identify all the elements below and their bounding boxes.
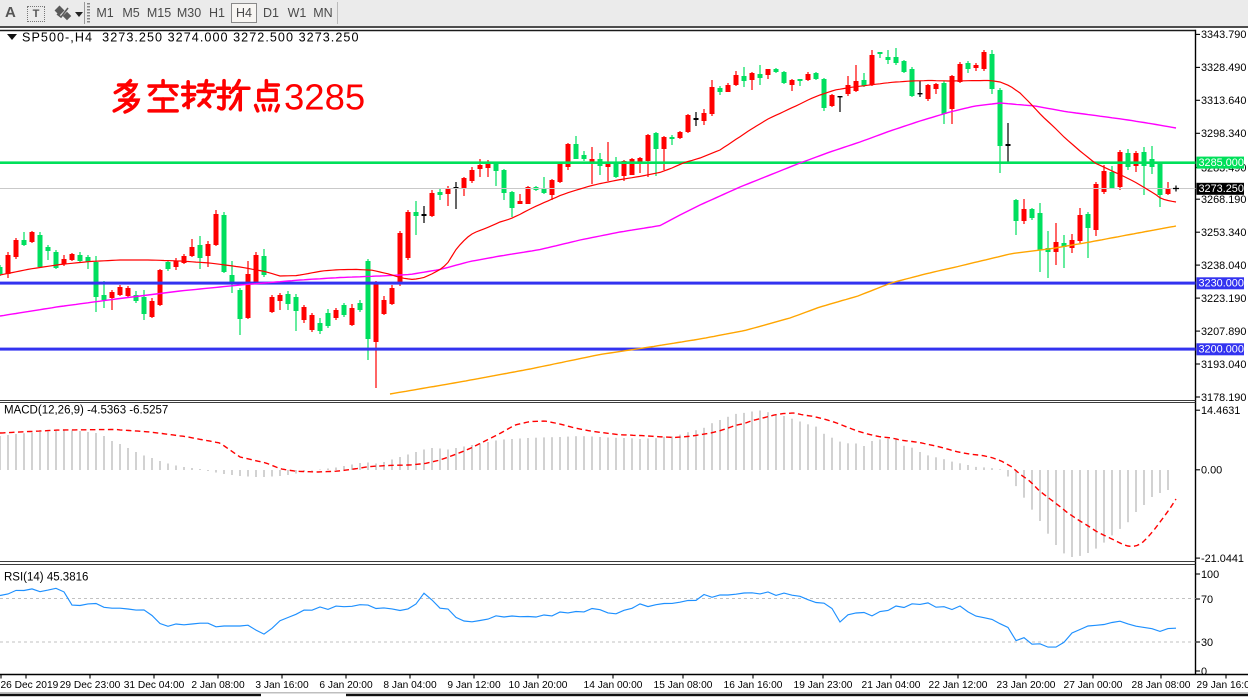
- svg-text:8 Jan 04:00: 8 Jan 04:00: [383, 680, 437, 691]
- svg-text:SP500-,H4 3273.250 3274.000 3: SP500-,H4 3273.250 3274.000 3272.500 327…: [22, 31, 360, 45]
- svg-text:-21.0441: -21.0441: [1201, 553, 1244, 565]
- svg-text:3178.190: 3178.190: [1201, 392, 1246, 404]
- svg-text:21 Jan 04:00: 21 Jan 04:00: [862, 680, 921, 691]
- svg-text:2 Jan 08:00: 2 Jan 08:00: [191, 680, 245, 691]
- svg-text:3230.000: 3230.000: [1199, 278, 1244, 290]
- svg-text:3328.490: 3328.490: [1201, 62, 1246, 74]
- svg-text:6 Jan 20:00: 6 Jan 20:00: [319, 680, 373, 691]
- svg-text:100: 100: [1201, 569, 1219, 581]
- svg-text:0.00: 0.00: [1201, 465, 1222, 477]
- svg-text:3223.190: 3223.190: [1201, 293, 1246, 305]
- svg-text:MACD(12,26,9) -4.5363 -6.5257: MACD(12,26,9) -4.5363 -6.5257: [4, 405, 168, 417]
- svg-text:16 Jan 16:00: 16 Jan 16:00: [724, 680, 783, 691]
- svg-text:RSI(14) 45.3816: RSI(14) 45.3816: [4, 572, 88, 584]
- svg-text:27 Jan 00:00: 27 Jan 00:00: [1064, 680, 1123, 691]
- svg-text:19 Jan 23:00: 19 Jan 23:00: [794, 680, 853, 691]
- svg-text:23 Jan 20:00: 23 Jan 20:00: [997, 680, 1056, 691]
- svg-text:29 Dec 23:00: 29 Dec 23:00: [60, 680, 121, 691]
- svg-text:3253.340: 3253.340: [1201, 227, 1246, 239]
- svg-text:28 Jan 08:00: 28 Jan 08:00: [1132, 680, 1191, 691]
- svg-text:3273.250: 3273.250: [1199, 183, 1244, 195]
- svg-text:26 Dec 2019: 26 Dec 2019: [1, 680, 59, 691]
- svg-text:3268.190: 3268.190: [1201, 194, 1246, 206]
- svg-text:9 Jan 12:00: 9 Jan 12:00: [447, 680, 501, 691]
- svg-text:15 Jan 08:00: 15 Jan 08:00: [654, 680, 713, 691]
- svg-text:3285.000: 3285.000: [1199, 157, 1244, 169]
- svg-text:29 Jan 16:00: 29 Jan 16:00: [1197, 680, 1248, 691]
- svg-text:14 Jan 00:00: 14 Jan 00:00: [584, 680, 643, 691]
- svg-text:3 Jan 16:00: 3 Jan 16:00: [255, 680, 309, 691]
- svg-text:3207.890: 3207.890: [1201, 326, 1246, 338]
- svg-text:3238.040: 3238.040: [1201, 260, 1246, 272]
- svg-text:31 Dec 04:00: 31 Dec 04:00: [124, 680, 185, 691]
- svg-text:3285: 3285: [284, 77, 365, 118]
- svg-text:70: 70: [1201, 594, 1213, 606]
- svg-text:3200.000: 3200.000: [1199, 344, 1244, 356]
- svg-text:3343.790: 3343.790: [1201, 29, 1246, 41]
- svg-text:3313.640: 3313.640: [1201, 95, 1246, 107]
- svg-text:0: 0: [1201, 666, 1207, 678]
- svg-text:3298.340: 3298.340: [1201, 128, 1246, 140]
- svg-text:30: 30: [1201, 637, 1213, 649]
- svg-text:10 Jan 20:00: 10 Jan 20:00: [509, 680, 568, 691]
- svg-text:14.4631: 14.4631: [1201, 405, 1240, 417]
- svg-text:22 Jan 12:00: 22 Jan 12:00: [929, 680, 988, 691]
- svg-text:3193.040: 3193.040: [1201, 359, 1246, 371]
